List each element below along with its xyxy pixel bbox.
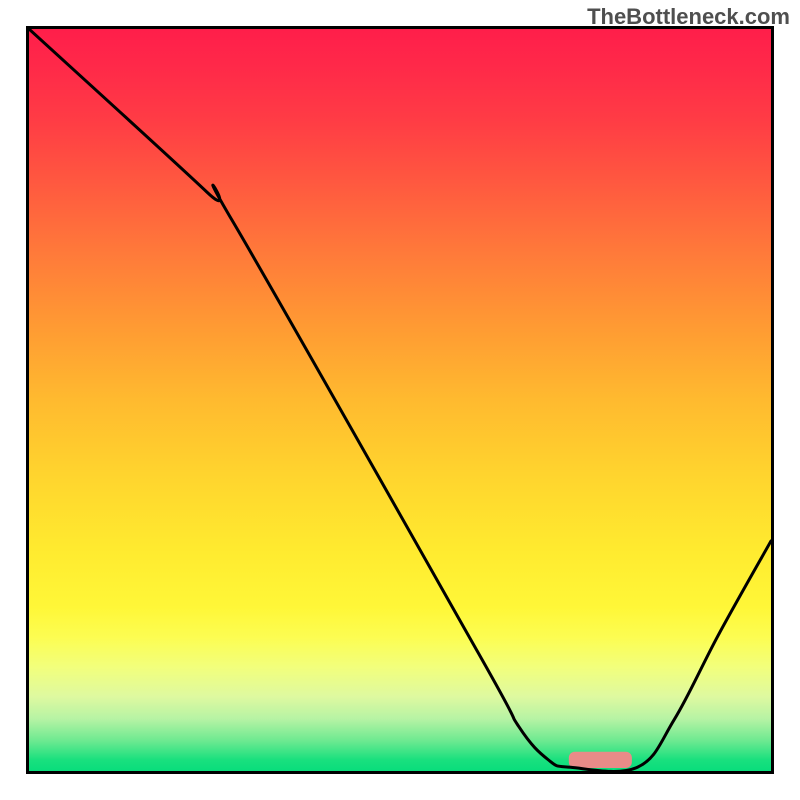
watermark-text: TheBottleneck.com (587, 4, 790, 30)
chart-background (29, 29, 771, 771)
optimal-marker (569, 752, 632, 768)
bottleneck-chart (29, 29, 771, 771)
plot-area (26, 26, 774, 774)
